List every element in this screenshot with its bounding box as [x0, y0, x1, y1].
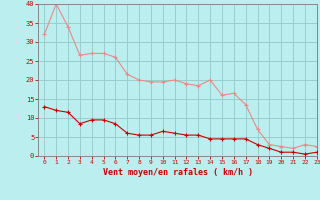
X-axis label: Vent moyen/en rafales ( km/h ): Vent moyen/en rafales ( km/h )	[103, 168, 252, 177]
